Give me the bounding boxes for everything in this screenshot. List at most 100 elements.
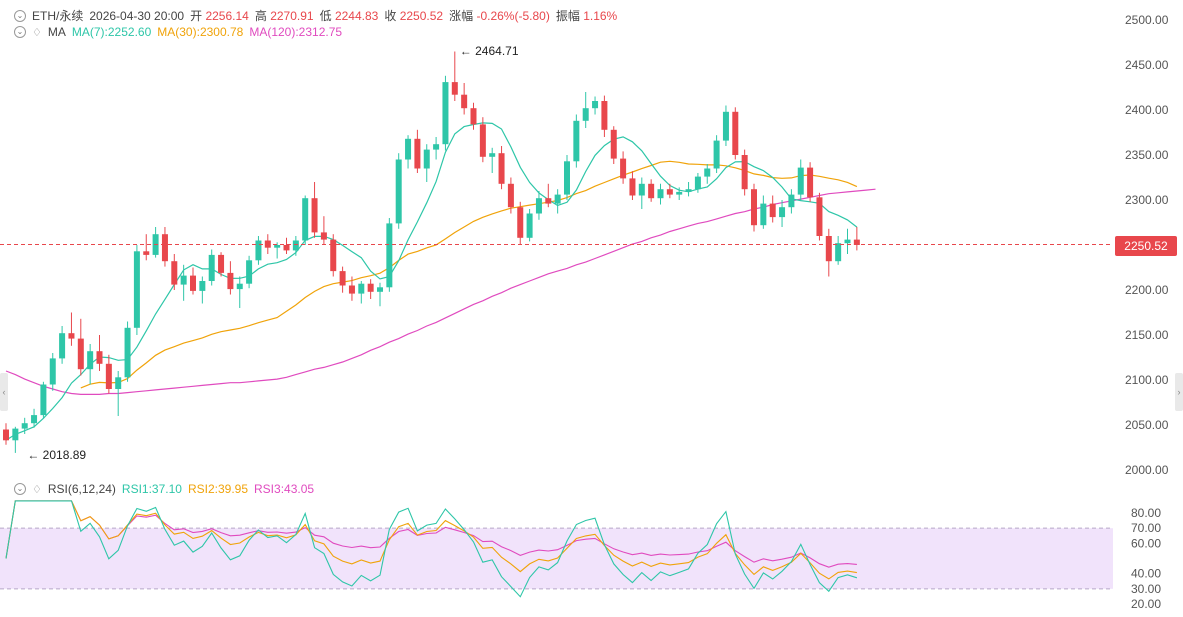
candle-body	[657, 189, 664, 199]
candle-body	[564, 161, 570, 195]
candle-body	[395, 159, 402, 224]
datetime-label: 2026-04-30 20:00	[89, 8, 185, 23]
candle-body	[844, 239, 851, 244]
candle-body	[330, 239, 337, 272]
candle-body	[96, 351, 103, 364]
candle-body	[433, 144, 440, 150]
candle-body	[451, 82, 458, 95]
symbol-label[interactable]: ETH/永续	[32, 9, 84, 23]
candle-body	[190, 275, 196, 291]
candle-body	[87, 351, 94, 370]
candle-body	[283, 245, 290, 251]
candle-body	[12, 428, 19, 441]
candle-body	[302, 198, 309, 241]
candle-body	[405, 138, 412, 160]
candle-body	[648, 183, 655, 199]
current-price-tag: 2250.52	[1115, 236, 1177, 256]
candle-body	[461, 94, 468, 109]
candle-body	[77, 338, 84, 370]
candle-body	[377, 287, 383, 292]
candle-body	[573, 120, 580, 162]
rsi-axis-tick: 70.00	[1131, 521, 1161, 535]
ma-indicator-label[interactable]: MA	[47, 25, 66, 39]
price-axis-tick: 2000.00	[1125, 463, 1169, 477]
price-axis-tick: 2400.00	[1125, 103, 1169, 117]
candle-body	[760, 203, 767, 226]
candle-body	[835, 243, 842, 262]
candle-body	[339, 271, 346, 286]
right-collapse-handle[interactable]: ›	[1175, 373, 1183, 411]
rsi-indicator-label[interactable]: RSI(6,12,24)	[47, 482, 116, 496]
low-label: 低	[319, 9, 332, 23]
candle-body	[507, 183, 514, 208]
candle-body	[694, 176, 701, 190]
candle-body	[732, 111, 739, 155]
rsi-axis-tick: 60.00	[1131, 536, 1161, 550]
candle-body	[208, 254, 215, 281]
close-label: 收	[384, 9, 397, 23]
candle-body	[59, 333, 66, 359]
candle-body	[68, 333, 75, 339]
rsi-axis-tick: 40.00	[1131, 567, 1161, 581]
rsi-axis-tick: 20.00	[1131, 597, 1161, 611]
rsi2-value: RSI2:39.95	[187, 482, 249, 496]
candle-body	[470, 108, 477, 125]
candle-body	[545, 198, 552, 204]
left-collapse-handle[interactable]: ‹	[0, 373, 8, 411]
candle-body	[554, 194, 561, 204]
candle-body	[610, 129, 617, 159]
candle-body	[526, 213, 533, 238]
high-value: 2270.91	[270, 9, 314, 23]
candle-body	[797, 167, 804, 195]
ma-legend: ⌄ ♢ MA MA(7):2252.60 MA(30):2300.78 MA(1…	[14, 25, 342, 39]
rsi-legend: ⌄ ♢ RSI(6,12,24) RSI1:37.10 RSI2:39.95 R…	[14, 482, 314, 496]
candle-body	[227, 272, 234, 290]
candle-body	[115, 377, 122, 389]
candle-body	[816, 197, 823, 236]
bell-icon[interactable]: ♢	[32, 483, 42, 496]
high-annotation: ← 2464.71	[460, 44, 519, 58]
collapse-chevron-icon[interactable]: ⌄	[14, 9, 26, 22]
rsi2-line	[5, 500, 857, 580]
rsi3-line	[5, 500, 857, 568]
candle-body	[218, 254, 225, 273]
candle-body	[535, 198, 542, 214]
amplitude-value: 1.16%	[583, 9, 618, 23]
candle-body	[133, 251, 140, 328]
change-label: 涨幅	[449, 9, 474, 23]
ma7-line	[5, 122, 858, 441]
ma120-value: MA(120):2312.75	[249, 25, 343, 39]
candle-body	[292, 240, 299, 251]
candle-body	[676, 191, 683, 195]
ohlc-header: ⌄ ETH/永续 2026-04-30 20:00 开 2256.14 高 22…	[14, 7, 617, 24]
candle-body	[423, 149, 430, 169]
candle-body	[143, 251, 150, 255]
candle-body	[274, 245, 281, 248]
candle-body	[620, 158, 627, 179]
candle-body	[592, 101, 599, 109]
candle-body	[199, 281, 206, 291]
candle-body	[722, 111, 729, 141]
candle-body	[825, 236, 832, 262]
candle-body	[31, 415, 38, 424]
candle-body	[638, 183, 645, 196]
price-axis-tick: 2100.00	[1125, 373, 1169, 387]
rsi-axis-tick: 80.00	[1131, 506, 1161, 520]
collapse-chevron-icon[interactable]: ⌄	[14, 26, 26, 38]
candle-body	[49, 358, 56, 385]
candle-body	[788, 194, 795, 208]
candle-body	[442, 82, 449, 145]
candle-body	[246, 260, 253, 284]
collapse-chevron-icon[interactable]: ⌄	[14, 483, 26, 495]
open-value: 2256.14	[205, 9, 249, 23]
ma7-value: MA(7):2252.60	[71, 25, 152, 39]
bell-icon[interactable]: ♢	[32, 26, 42, 39]
price-axis-tick: 2050.00	[1125, 418, 1169, 432]
rsi3-value: RSI3:43.05	[254, 482, 315, 496]
change-value: -0.26%(-5.80)	[476, 9, 550, 23]
open-label: 开	[190, 9, 203, 23]
candle-body	[704, 168, 711, 177]
candle-body	[685, 189, 692, 192]
candle-body	[236, 283, 243, 290]
